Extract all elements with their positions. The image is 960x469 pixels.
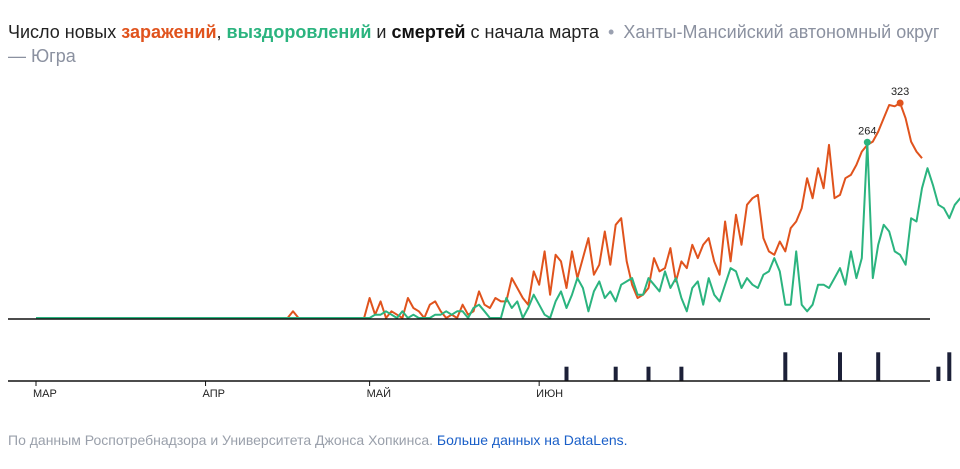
title-and: и — [376, 22, 387, 42]
x-tick-label: МАЙ — [367, 387, 391, 400]
recovered-line — [36, 141, 960, 319]
peak-marker — [896, 99, 904, 107]
title-region: Ханты-Мансийский автономный округ — Югра — [8, 22, 940, 66]
title-separator: • — [608, 22, 615, 42]
x-tick-label: МАР — [33, 388, 57, 400]
peak-label: 264 — [858, 125, 876, 137]
footer: По данным Роспотребнадзора и Университет… — [8, 432, 628, 448]
deaths-series — [564, 352, 952, 381]
deaths-bar — [564, 366, 569, 381]
title-prefix: Число новых — [8, 22, 117, 42]
chart-title: Число новых заражений, выздоровлений и с… — [8, 20, 948, 68]
infected-series — [36, 102, 923, 319]
recovered-series — [36, 141, 960, 319]
annotations: 2643233 — [858, 86, 909, 146]
deaths-bar — [876, 352, 881, 381]
deaths-bar — [646, 366, 651, 381]
deaths-bar — [679, 366, 684, 381]
deaths-bar — [936, 366, 941, 381]
x-tick-label: ИЮН — [536, 388, 563, 400]
peak-label: 323 — [891, 86, 909, 98]
peak-marker — [863, 138, 871, 146]
deaths-bar — [947, 352, 952, 381]
datalens-link[interactable]: Больше данных на DataLens. — [436, 432, 628, 448]
title-suffix: с начала марта — [470, 22, 600, 42]
x-tick-label: АПР — [203, 388, 225, 400]
source-text: По данным Роспотребнадзора и Университет… — [8, 432, 433, 448]
x-axis: МАР АПР МАЙ ИЮН — [33, 381, 563, 400]
title-recovered: выздоровлений — [226, 22, 372, 42]
title-deaths: смертей — [391, 22, 466, 42]
deaths-bar — [838, 352, 842, 381]
deaths-bar — [613, 366, 618, 381]
deaths-bar — [783, 352, 788, 381]
title-infected: заражений — [121, 22, 217, 42]
infected-line — [36, 102, 923, 319]
title-comma: , — [216, 22, 222, 42]
